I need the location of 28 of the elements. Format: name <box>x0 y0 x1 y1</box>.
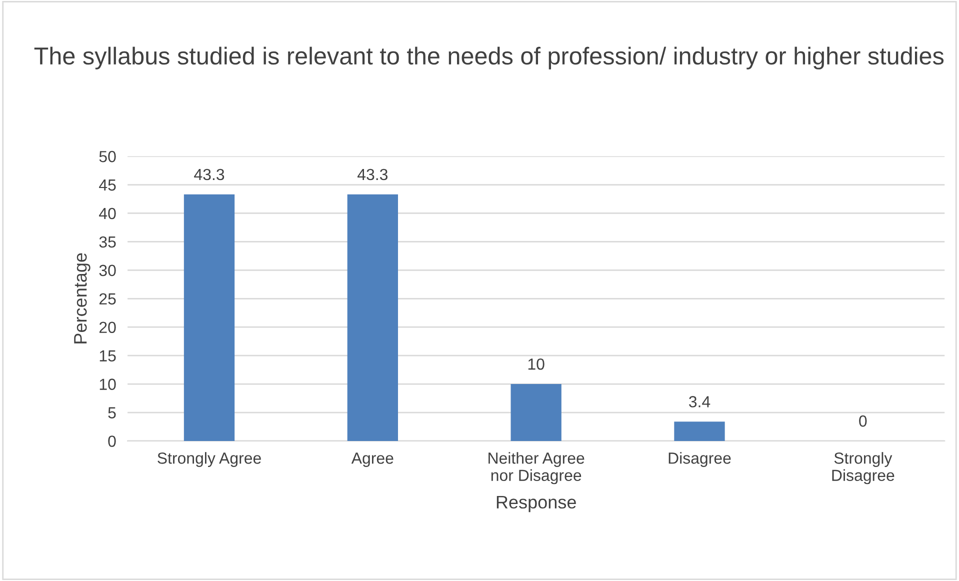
y-tick-label: 15 <box>100 350 116 362</box>
x-tick-label: Strongly Disagree <box>832 452 894 484</box>
x-tick-label: Neither Agree nor Disagree <box>488 452 584 484</box>
chart-title: The syllabus studied is relevant to the needs of profession/ industry or higher studies <box>34 46 944 70</box>
data-label: 43.3 <box>357 168 388 180</box>
y-axis-title: Percentage <box>74 253 90 344</box>
y-tick-label: 20 <box>99 322 116 334</box>
y-tick-label: 25 <box>99 293 116 305</box>
x-tick-label: Disagree <box>668 452 731 467</box>
x-tick-label: Strongly Agree <box>158 452 261 467</box>
x-tick-label: Agree <box>351 452 394 467</box>
data-label: 10 <box>528 358 544 370</box>
data-label: 3.4 <box>689 396 710 408</box>
data-label: 43.3 <box>194 168 224 180</box>
y-tick-label: 0 <box>108 436 116 447</box>
x-axis-title: Response <box>496 496 576 512</box>
y-tick-label: 40 <box>99 208 116 220</box>
y-tick-label: 45 <box>99 180 116 191</box>
y-tick-label: 30 <box>99 264 116 276</box>
y-tick-label: 35 <box>99 236 116 248</box>
bar <box>674 422 725 441</box>
y-tick-label: 50 <box>99 150 116 162</box>
data-label: 0 <box>859 415 867 427</box>
bar <box>510 384 562 441</box>
bar <box>347 194 398 441</box>
y-tick-label: 5 <box>108 407 116 418</box>
bar <box>184 194 235 441</box>
y-tick-label: 10 <box>100 378 116 390</box>
